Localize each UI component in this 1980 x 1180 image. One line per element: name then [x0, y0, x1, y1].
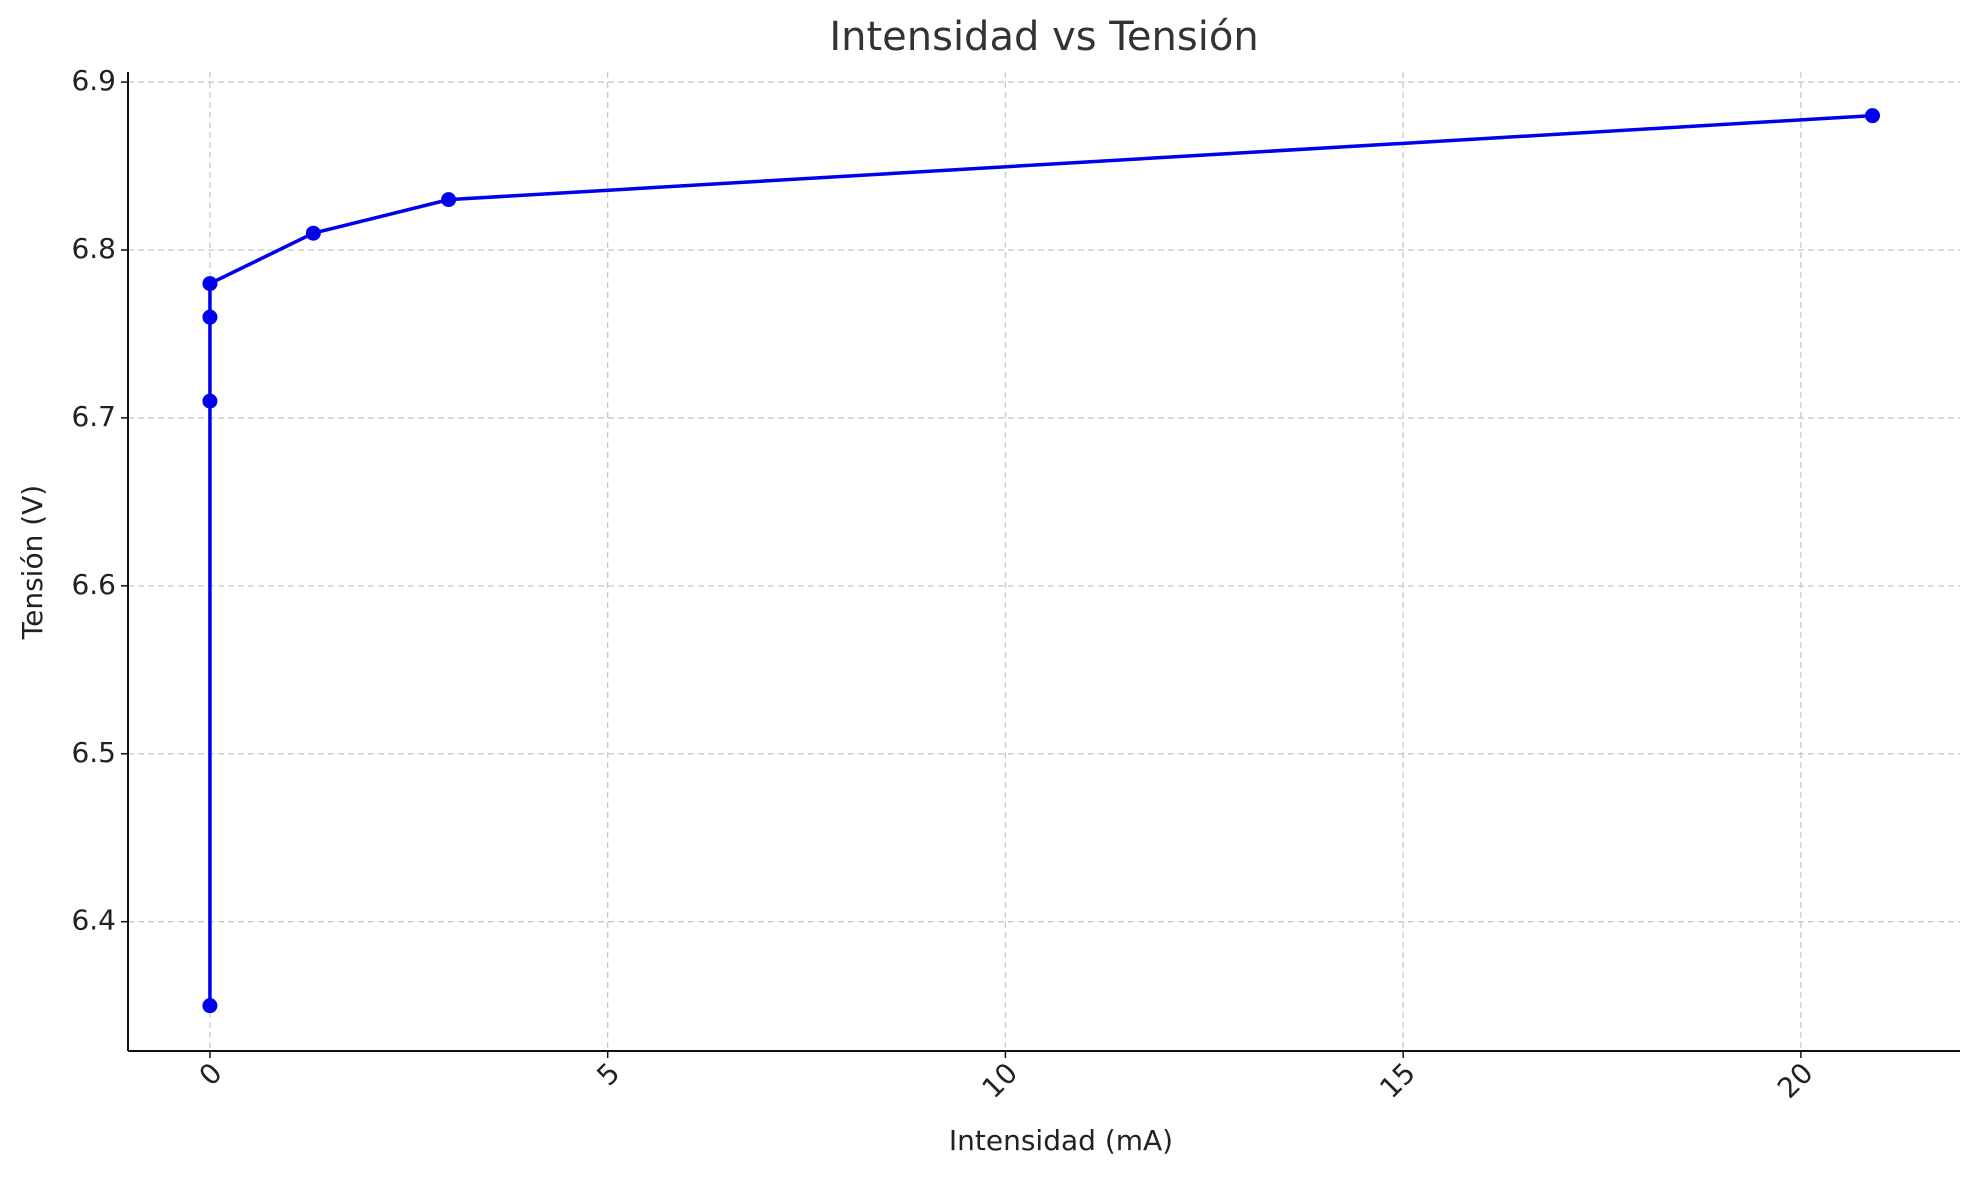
x-tick-label: 5 — [590, 1056, 626, 1092]
data-point — [202, 393, 218, 409]
x-tick-label: 15 — [1373, 1056, 1422, 1105]
x-tick-label: 20 — [1771, 1056, 1820, 1105]
y-tick-label: 6.4 — [71, 904, 116, 937]
chart-title: Intensidad vs Tensión — [829, 14, 1258, 60]
data-point — [202, 998, 218, 1014]
y-tick-label: 6.7 — [71, 400, 116, 433]
y-tick-label: 6.9 — [71, 64, 116, 97]
x-tick-label: 10 — [975, 1056, 1024, 1105]
x-axis-label: Intensidad (mA) — [949, 1124, 1173, 1157]
y-tick-label: 6.6 — [71, 568, 116, 601]
y-tick-label: 6.8 — [71, 232, 116, 265]
data-point — [305, 225, 321, 241]
series-line — [208, 113, 1873, 1006]
x-tick-label: 0 — [193, 1056, 229, 1092]
data-point — [202, 276, 218, 292]
y-axis-label: Tensión (V) — [16, 485, 49, 640]
data-point — [202, 309, 218, 325]
data-point — [441, 192, 457, 208]
data-point — [1864, 108, 1880, 124]
y-tick-label: 6.5 — [71, 736, 116, 769]
